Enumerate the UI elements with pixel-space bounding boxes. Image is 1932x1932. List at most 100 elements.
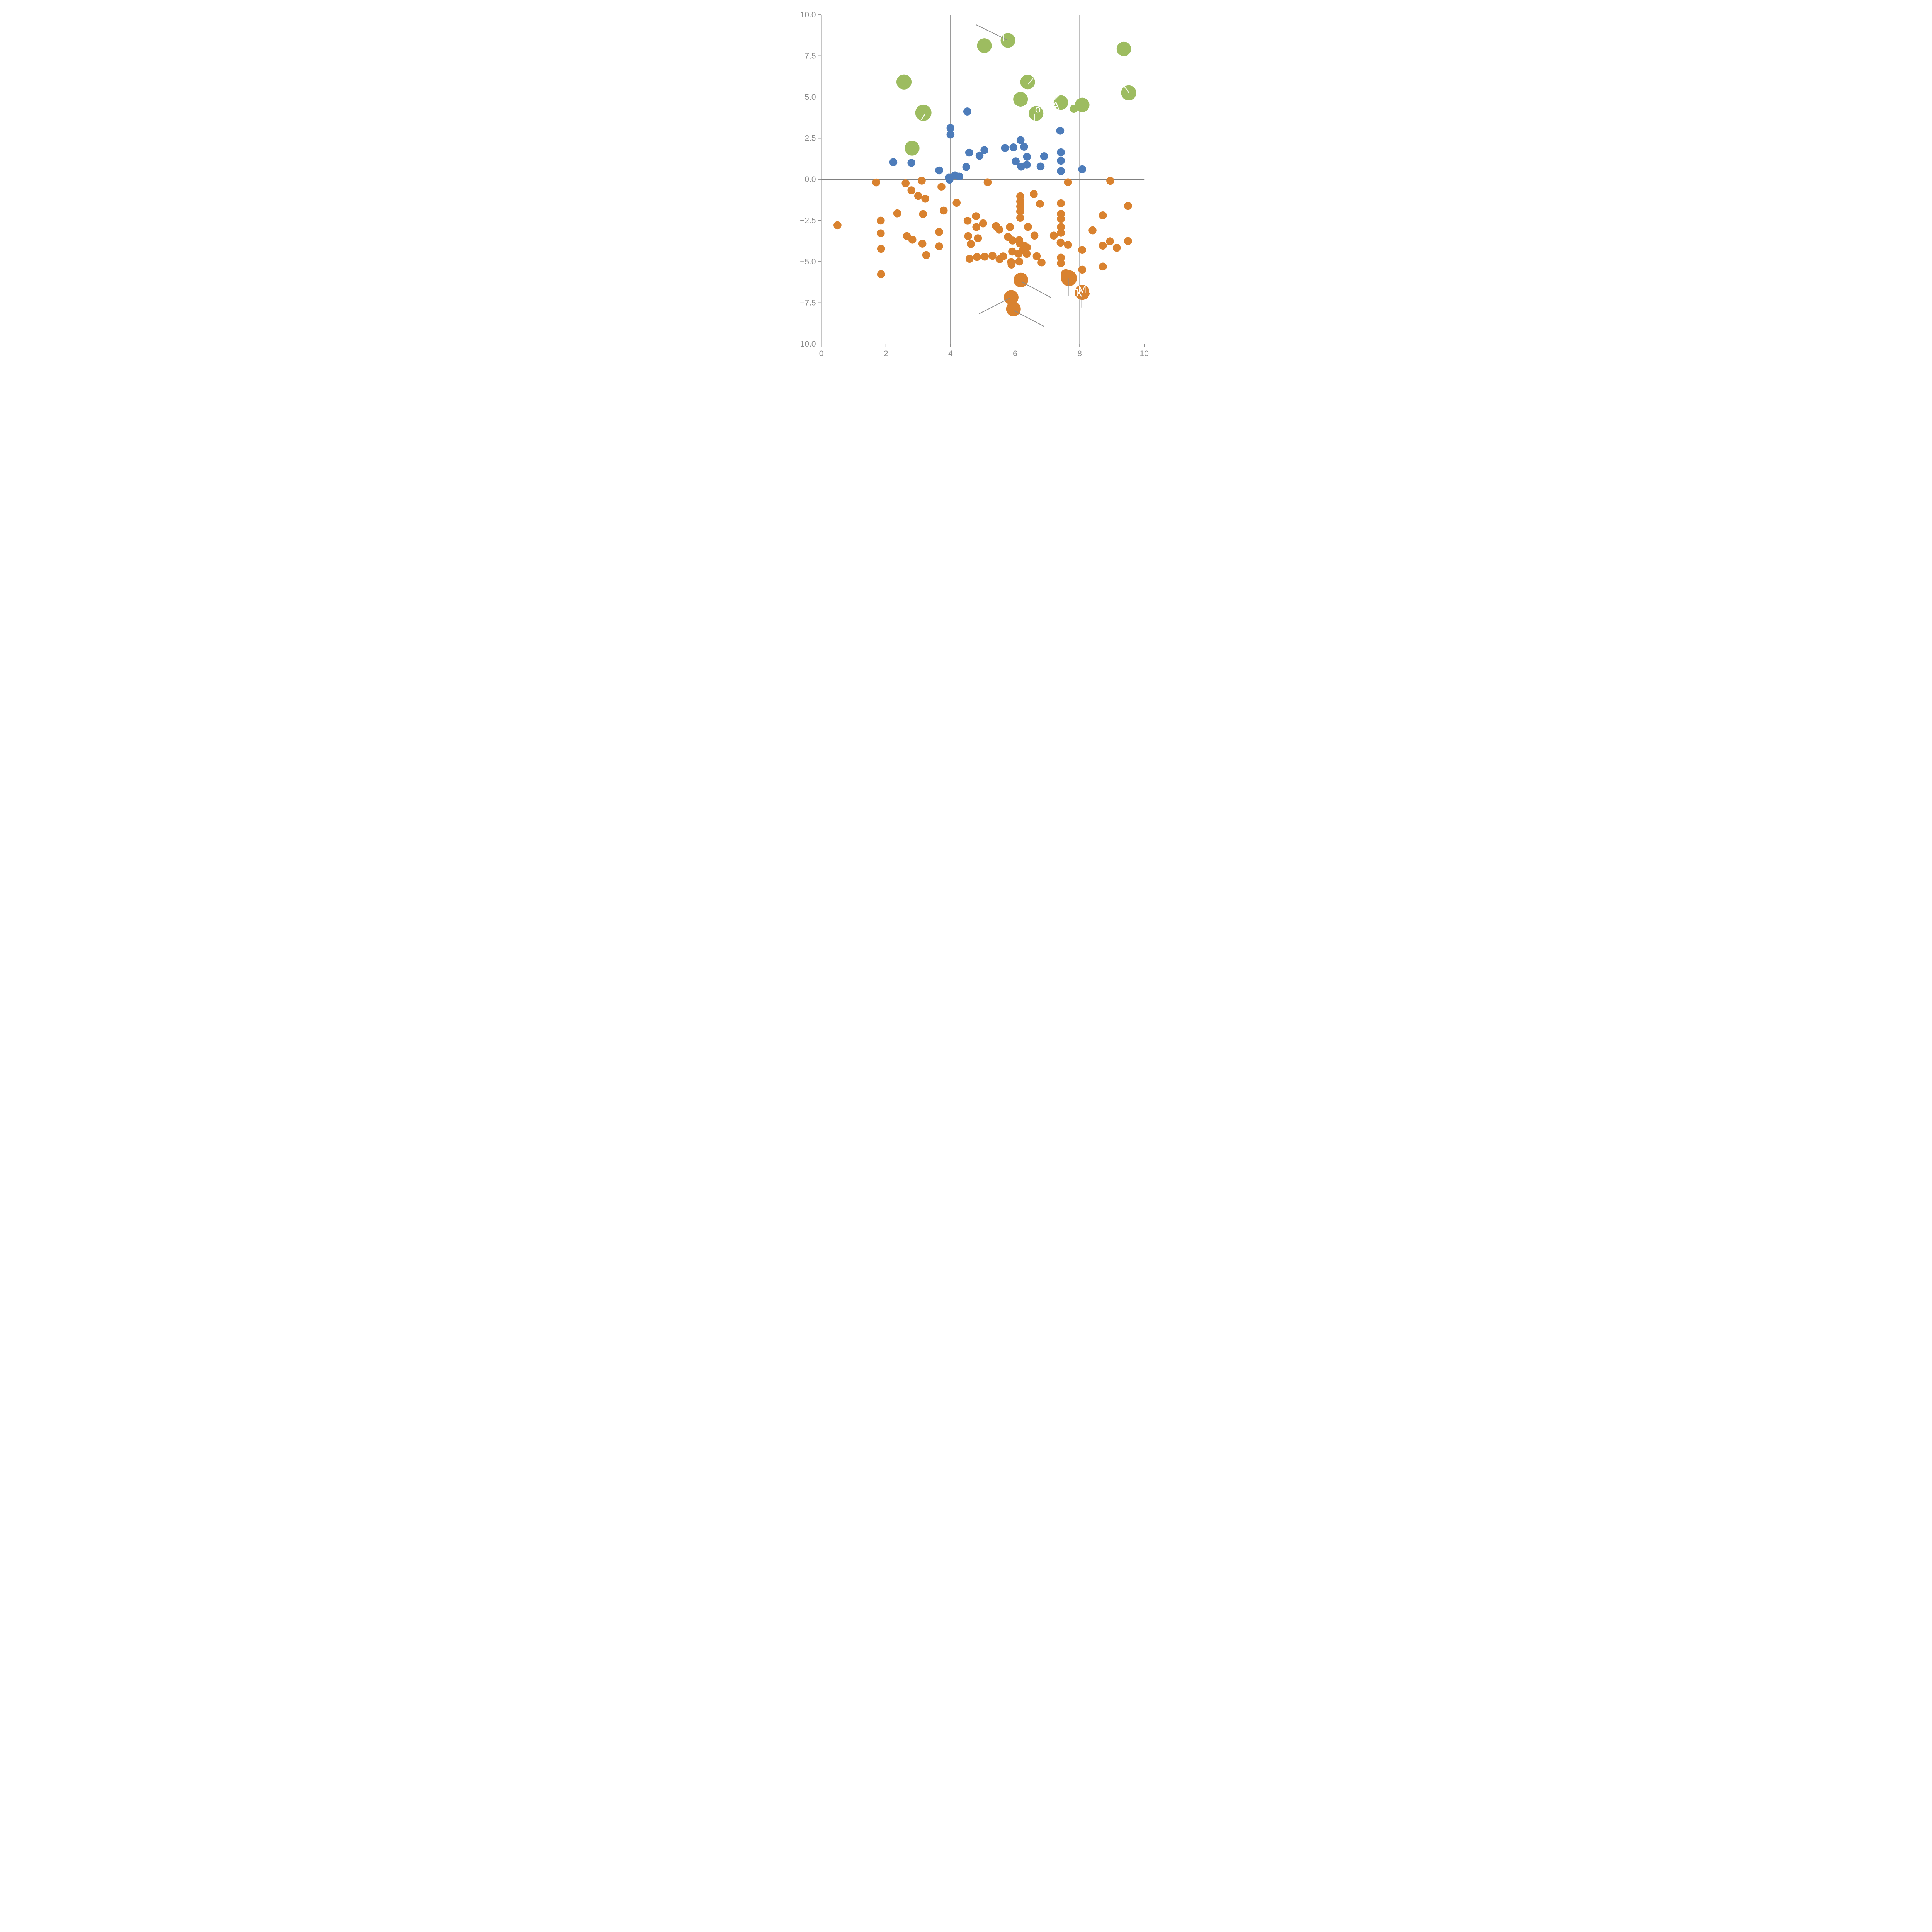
x-tick-label: 0	[819, 349, 824, 358]
orange-bubble	[1124, 237, 1132, 245]
orange-bubble	[872, 178, 880, 187]
leader-line	[1014, 310, 1044, 327]
green-bubble	[1075, 97, 1090, 112]
orange-bubble	[877, 270, 885, 279]
leader-line	[979, 298, 1010, 314]
orange-bubble	[1064, 241, 1072, 249]
orange-bubble	[963, 217, 972, 225]
y-tick-label: 5.0	[804, 93, 816, 102]
orange-bubble	[972, 223, 980, 231]
orange-bubble	[1057, 214, 1065, 223]
y-tick-label: −5.0	[800, 257, 816, 266]
white-leader-fragment	[1050, 92, 1062, 104]
orange-bubble	[967, 240, 975, 248]
orange-bubble	[952, 199, 961, 207]
orange-bubble	[1057, 229, 1065, 237]
orange-bubble	[1008, 236, 1017, 245]
green-bubble	[1013, 92, 1028, 107]
annotation-label: X	[1076, 287, 1082, 299]
series-green	[896, 33, 1136, 156]
series-blue	[889, 107, 1087, 184]
blue-bubble	[965, 148, 973, 157]
y-tick-label: −7.5	[800, 299, 816, 308]
orange-bubble	[1057, 259, 1065, 267]
orange-bubble	[1078, 265, 1087, 274]
blue-bubble	[946, 124, 955, 132]
orange-bubble	[1064, 178, 1072, 186]
blue-bubble	[955, 172, 963, 181]
blue-bubble	[1022, 161, 1031, 169]
blue-bubble	[1023, 153, 1031, 161]
orange-bubble	[1014, 272, 1029, 287]
orange-bubble	[1124, 202, 1132, 210]
orange-bubble	[974, 234, 982, 242]
green-bubble	[905, 141, 920, 156]
orange-bubble	[1030, 231, 1039, 240]
y-tick-label: 7.5	[804, 52, 816, 61]
x-tick-label: 6	[1013, 349, 1017, 358]
orange-bubble	[1099, 262, 1107, 271]
axes: 10.0 7.5 5.0 2.5 0.0 −2.5 −5.0 −7.5 −10.00 2 4 6 8 10	[795, 10, 1148, 358]
orange-bubble	[1037, 258, 1046, 267]
white-leader-fragments	[921, 34, 1129, 121]
orange-bubble	[1003, 290, 1019, 305]
leader-line	[976, 24, 1007, 41]
orange-bubble	[922, 251, 930, 259]
blue-bubble	[946, 130, 955, 139]
blue-bubble	[907, 159, 916, 167]
orange-bubble	[907, 186, 916, 194]
annotation-label: o	[1035, 103, 1041, 115]
white-leader-fragment	[1028, 78, 1034, 85]
x-tick-label: 10	[1140, 349, 1149, 358]
orange-bubble	[995, 226, 1003, 234]
orange-bubble	[918, 177, 926, 185]
x-tick-label: 4	[948, 349, 953, 358]
orange-bubble	[919, 210, 927, 218]
figure: 10.0 7.5 5.0 2.5 0.0 −2.5 −5.0 −7.5 −10.0 0 2 4 6 8 10…	[773, 0, 1159, 386]
y-tick-label: −2.5	[800, 216, 816, 225]
orange-bubble	[999, 252, 1007, 260]
orange-bubble	[914, 192, 922, 200]
orange-bubble	[1049, 231, 1058, 240]
green-bubble	[915, 104, 932, 121]
y-tick-label: 2.5	[804, 134, 816, 143]
blue-bubble	[962, 163, 971, 171]
blue-bubble	[1036, 162, 1045, 171]
orange-bubble	[893, 209, 901, 218]
orange-bubble	[979, 219, 987, 228]
orange-bubble	[1006, 301, 1021, 316]
orange-bubble	[1112, 243, 1121, 252]
leader-lines	[976, 24, 1082, 327]
annotation-label: MT	[1078, 284, 1093, 295]
orange-bubble	[1088, 226, 1097, 235]
green-bubble	[1053, 95, 1068, 110]
blue-bubble	[1057, 156, 1065, 165]
orange-bubble	[981, 252, 989, 261]
blue-bubble	[889, 158, 898, 166]
orange-bubble	[964, 232, 973, 240]
white-leader-fragment	[921, 114, 925, 120]
blue-bubble	[975, 151, 984, 160]
blue-bubble	[1009, 143, 1018, 151]
annotation-label: A	[1052, 99, 1059, 111]
orange-bubble	[1036, 200, 1044, 208]
blue-bubble	[1016, 136, 1025, 144]
orange-bubble	[1015, 257, 1024, 266]
orange-bubble	[935, 228, 943, 236]
orange-bubble	[921, 194, 929, 203]
x-tick-label: 8	[1077, 349, 1082, 358]
series-orange	[833, 177, 1132, 316]
green-bubble	[1070, 105, 1078, 113]
blue-bubble	[1040, 152, 1048, 160]
orange-bubble	[939, 206, 948, 215]
orange-bubble	[1106, 237, 1114, 245]
annotation-label: n	[1073, 285, 1079, 297]
orange-bubble	[1008, 247, 1016, 256]
y-tick-label: −10.0	[795, 340, 816, 349]
orange-bubble	[1061, 270, 1077, 286]
y-tick-label: 0.0	[804, 175, 816, 184]
orange-bubble	[988, 252, 997, 260]
orange-bubble	[1106, 177, 1114, 185]
orange-bubble	[1030, 190, 1038, 198]
